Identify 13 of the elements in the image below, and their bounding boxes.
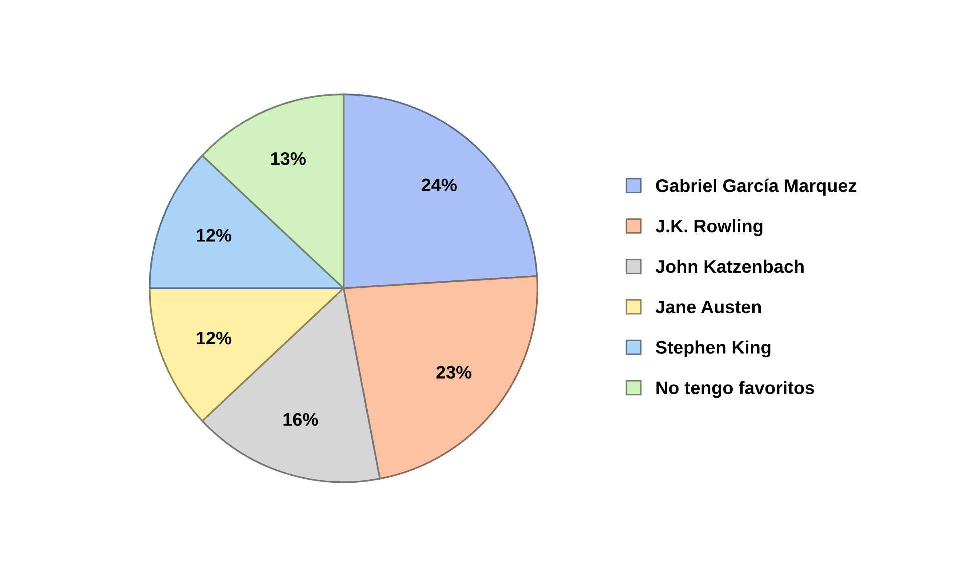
legend-label: J.K. Rowling xyxy=(656,219,763,236)
legend-label: No tengo favoritos xyxy=(656,381,814,398)
legend-label: John Katzenbach xyxy=(656,260,804,274)
data-label: 12% xyxy=(197,229,232,242)
data-label: 24% xyxy=(422,178,457,192)
data-label: 13% xyxy=(271,152,306,166)
legend-label: Jane Austen xyxy=(656,300,762,314)
data-label: 16% xyxy=(284,413,318,426)
pie-slice xyxy=(342,275,539,480)
data-label: 12% xyxy=(197,332,232,345)
legend-label: Gabriel García Marquez xyxy=(656,178,857,196)
legend-label: Stephen King xyxy=(656,340,771,358)
data-label: 23% xyxy=(436,366,472,379)
